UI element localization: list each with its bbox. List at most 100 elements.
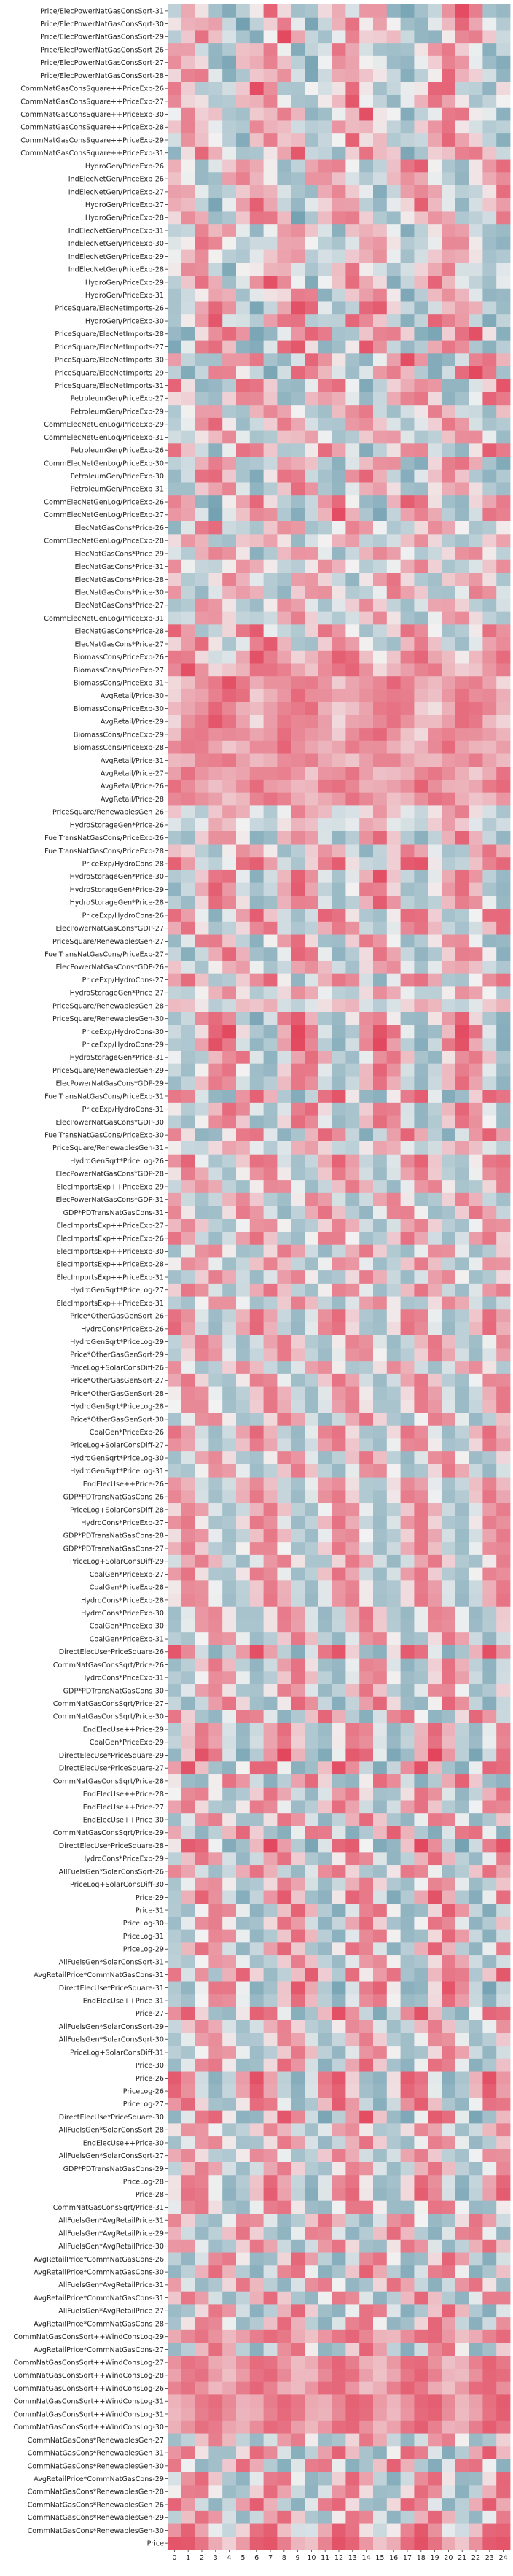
heatmap-cell (249, 1839, 264, 1853)
heatmap-cell (195, 249, 209, 263)
heatmap-cell (442, 1852, 456, 1866)
heatmap-cell (291, 159, 305, 173)
heatmap-cell (263, 1296, 278, 1310)
heatmap-cell (442, 172, 456, 186)
heatmap-cell (305, 1696, 319, 1710)
heatmap-cell (442, 1050, 456, 1065)
heatmap-cell (277, 1386, 291, 1400)
heatmap-cell (400, 2149, 415, 2162)
heatmap-cell (469, 457, 483, 470)
heatmap-cell (222, 1567, 237, 1581)
heatmap-cell (305, 1554, 319, 1569)
heatmap-cell (332, 986, 346, 1000)
heatmap-cell (442, 1361, 456, 1375)
heatmap-cell (414, 1219, 428, 1233)
heatmap-cell (414, 120, 428, 134)
heatmap-cell (345, 805, 360, 819)
heatmap-cell (208, 2368, 223, 2383)
heatmap-cell (386, 2097, 401, 2111)
heatmap-cell (236, 392, 251, 406)
heatmap-cell (168, 1671, 182, 1685)
heatmap-cell (195, 934, 209, 948)
heatmap-cell (168, 2368, 182, 2383)
heatmap-cell (469, 1567, 483, 1581)
heatmap-cell (359, 2110, 374, 2124)
heatmap-cell (400, 30, 415, 44)
heatmap-cell (345, 2485, 360, 2499)
heatmap-cell (168, 1916, 182, 1931)
heatmap-cell (168, 831, 182, 845)
heatmap-cell (236, 1296, 251, 1310)
heatmap-cell (168, 2381, 182, 2395)
heatmap-cell (181, 405, 195, 419)
heatmap-cell (168, 521, 182, 535)
heatmap-cell (305, 2227, 319, 2241)
heatmap-cell (168, 1632, 182, 1646)
heatmap-cell (305, 715, 319, 729)
heatmap-cell (386, 1283, 401, 1297)
heatmap-cell (359, 688, 374, 703)
heatmap-cell (236, 1839, 251, 1853)
heatmap-cell (208, 120, 223, 134)
heatmap-cell (305, 469, 319, 483)
heatmap-cell (277, 2485, 291, 2499)
heatmap-cell (181, 805, 195, 819)
heatmap-cell (496, 30, 511, 44)
heatmap-cell (305, 1748, 319, 1762)
heatmap-cell (373, 211, 388, 225)
heatmap-cell (168, 2433, 182, 2447)
heatmap-cell (373, 2110, 388, 2124)
heatmap-cell (332, 1890, 346, 1904)
heatmap-cell (469, 1025, 483, 1039)
heatmap-cell (442, 1490, 456, 1504)
heatmap-cell (496, 1671, 511, 1685)
heatmap-cell (318, 107, 332, 121)
heatmap-cell (455, 1580, 469, 1594)
heatmap-cell (400, 2343, 415, 2356)
heatmap-cell (318, 353, 332, 367)
heatmap-cell (400, 831, 415, 845)
heatmap-cell (414, 1696, 428, 1710)
heatmap-cell (208, 1283, 223, 1297)
heatmap-cell (359, 909, 374, 923)
heatmap-cell (482, 1038, 497, 1052)
heatmap-cell (305, 1128, 319, 1142)
heatmap-cell (305, 1090, 319, 1103)
heatmap-cell (195, 314, 209, 328)
heatmap-cell (222, 1735, 237, 1750)
heatmap-cell (263, 2510, 278, 2524)
heatmap-cell (345, 2317, 360, 2331)
heatmap-cell (195, 909, 209, 923)
heatmap-cell (414, 1916, 428, 1931)
heatmap-cell (386, 702, 401, 715)
heatmap-cell (249, 405, 264, 419)
heatmap-cell (414, 1477, 428, 1491)
heatmap-cell (496, 185, 511, 199)
heatmap-cell (386, 482, 401, 496)
heatmap-cell (428, 508, 442, 522)
heatmap-cell (373, 598, 388, 613)
heatmap-cell (195, 159, 209, 173)
heatmap-cell (168, 715, 182, 729)
heatmap-cell (318, 1464, 332, 1478)
heatmap-cell (249, 779, 264, 794)
heatmap-cell (208, 1800, 223, 1814)
heatmap-cell (291, 1335, 305, 1349)
y-tick-label: CommNatGasConsSquare++PriceExp-29 (20, 136, 164, 144)
heatmap-cell (318, 1400, 332, 1413)
heatmap-cell (208, 1942, 223, 1956)
heatmap-cell (305, 1994, 319, 2008)
heatmap-cell (414, 1141, 428, 1155)
heatmap-cell (332, 2097, 346, 2111)
heatmap-cell (455, 417, 469, 432)
heatmap-cell (482, 805, 497, 819)
heatmap-cell (469, 2239, 483, 2253)
heatmap-cell (496, 1102, 511, 1116)
heatmap-cell (236, 430, 251, 444)
heatmap-cell (359, 2459, 374, 2473)
heatmap-cell (482, 688, 497, 703)
heatmap-cell (455, 792, 469, 806)
heatmap-cell (482, 1865, 497, 1879)
heatmap-cell (345, 263, 360, 276)
heatmap-cell (222, 1477, 237, 1491)
